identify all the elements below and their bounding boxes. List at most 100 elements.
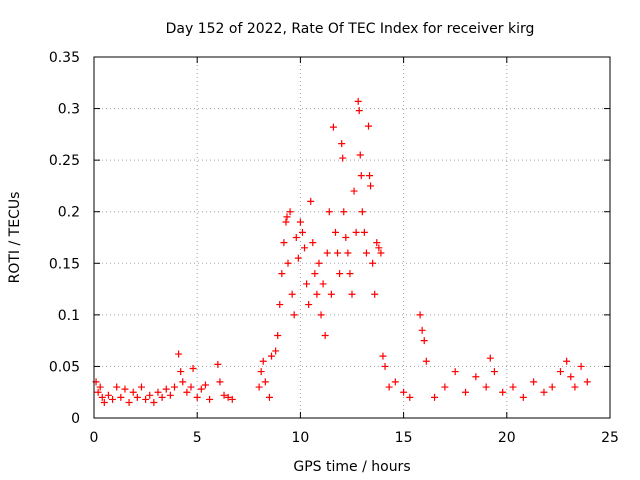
data-point [201,381,209,389]
data-point [331,228,339,236]
chart-title: Day 152 of 2022, Rate Of TEC Index for r… [166,21,535,37]
y-tick-label: 0.3 [58,102,80,118]
data-point [571,383,579,391]
x-tick-label: 0 [90,430,99,446]
data-point [228,395,236,403]
data-point [272,347,280,355]
data-point [216,378,224,386]
data-point [373,239,381,247]
data-point [104,391,112,399]
data-point [313,290,321,298]
data-point [261,378,269,386]
data-point [303,280,311,288]
data-point [98,393,106,401]
data-point [530,378,538,386]
data-point [268,352,276,360]
data-point [420,337,428,345]
data-point [278,270,286,278]
data-point [451,368,459,376]
data-point [357,172,365,180]
y-tick-label: 0.1 [58,308,80,324]
data-point [340,208,348,216]
data-point [577,362,585,370]
data-point [329,123,337,131]
data-point [334,249,342,257]
data-point [286,208,294,216]
data-point [317,311,325,319]
data-point [327,290,335,298]
data-point [255,383,263,391]
data-point [276,301,284,309]
data-point [162,385,170,393]
data-point [362,249,370,257]
plot-frame [93,56,611,419]
data-point [154,388,162,396]
data-point [94,388,102,396]
data-point [381,362,389,370]
x-tick-label: 5 [193,430,202,446]
data-point [292,234,300,241]
y-tick-label: 0.35 [49,50,80,66]
data-point [305,301,313,309]
data-point [352,228,360,236]
data-point [422,357,430,365]
data-point [257,368,265,376]
y-axis-title: ROTI / TECUs [7,192,23,284]
data-point [315,259,323,267]
data-point [342,234,350,241]
data-point [175,350,183,358]
data-point [360,228,368,236]
data-point [301,244,309,252]
data-point [265,393,273,401]
axis-ticks [93,56,611,419]
data-point [400,388,408,396]
data-point [183,388,191,396]
data-point [187,383,195,391]
data-point [379,352,387,360]
data-point [311,270,319,278]
data-point [321,331,329,339]
data-point [129,388,137,396]
data-point [354,97,362,105]
data-point [336,270,344,278]
data-point [197,385,205,393]
x-tick-label: 25 [601,430,619,446]
data-point [323,249,331,257]
data-point [309,239,317,247]
data-point [462,388,470,396]
data-point [288,290,296,298]
data-point [338,140,346,148]
data-point [325,208,333,216]
data-point [307,197,315,205]
grid [94,57,610,418]
data-point [137,383,145,391]
data-point [284,259,292,267]
data-point [282,218,290,226]
data-point [109,395,117,403]
data-point [375,244,383,252]
data-point [416,311,424,319]
data-point [290,311,298,319]
y-tick-label: 0.15 [49,256,80,272]
data-point [179,378,187,386]
y-tick-label: 0.25 [49,153,80,169]
data-point [100,399,108,407]
data-point [583,378,591,386]
data-point [371,290,379,298]
data-point [369,259,377,267]
data-point [319,280,327,288]
data-point [117,393,125,401]
data-point [441,383,449,391]
data-point [170,383,178,391]
data-point [366,172,374,180]
data-point [298,228,306,236]
y-tick-label: 0.2 [58,205,80,221]
data-point [556,368,564,376]
data-point [158,393,166,401]
x-tick-label: 20 [498,430,516,446]
data-point [177,368,185,376]
data-point [358,208,366,216]
data-point [355,107,363,115]
data-point [113,383,121,391]
data-point [206,395,214,403]
